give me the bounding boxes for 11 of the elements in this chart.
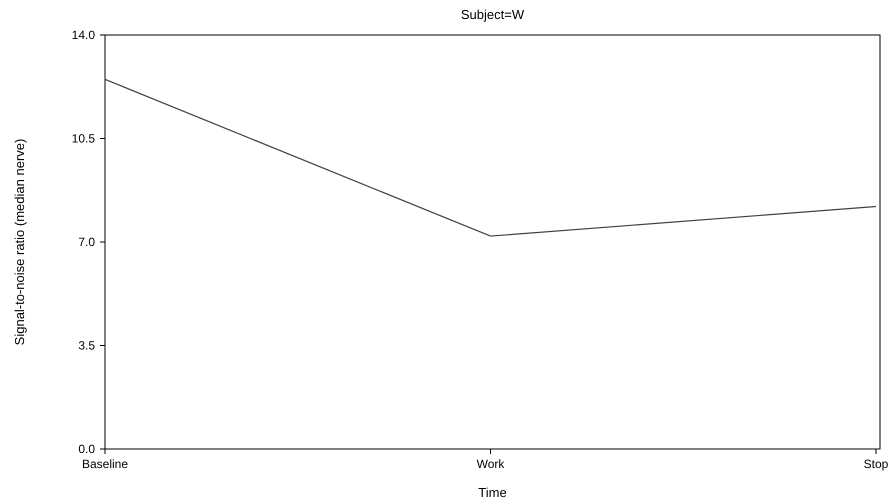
y-tick-label: 3.5 [78, 338, 96, 352]
y-tick-label: 0.0 [78, 442, 96, 456]
y-axis-title: Signal-to-noise ratio (median nerve) [12, 138, 27, 346]
x-axis-title: Time [478, 485, 507, 500]
x-tick-label: Work [476, 456, 506, 471]
chart-title: Subject=W [460, 7, 525, 22]
x-tick-label: Baseline [82, 456, 128, 471]
y-tick-label: 7.0 [78, 234, 96, 249]
y-tick-label: 10.5 [72, 131, 96, 146]
x-tick-label: Stop [864, 456, 889, 471]
y-tick-label: 14.0 [72, 28, 96, 42]
